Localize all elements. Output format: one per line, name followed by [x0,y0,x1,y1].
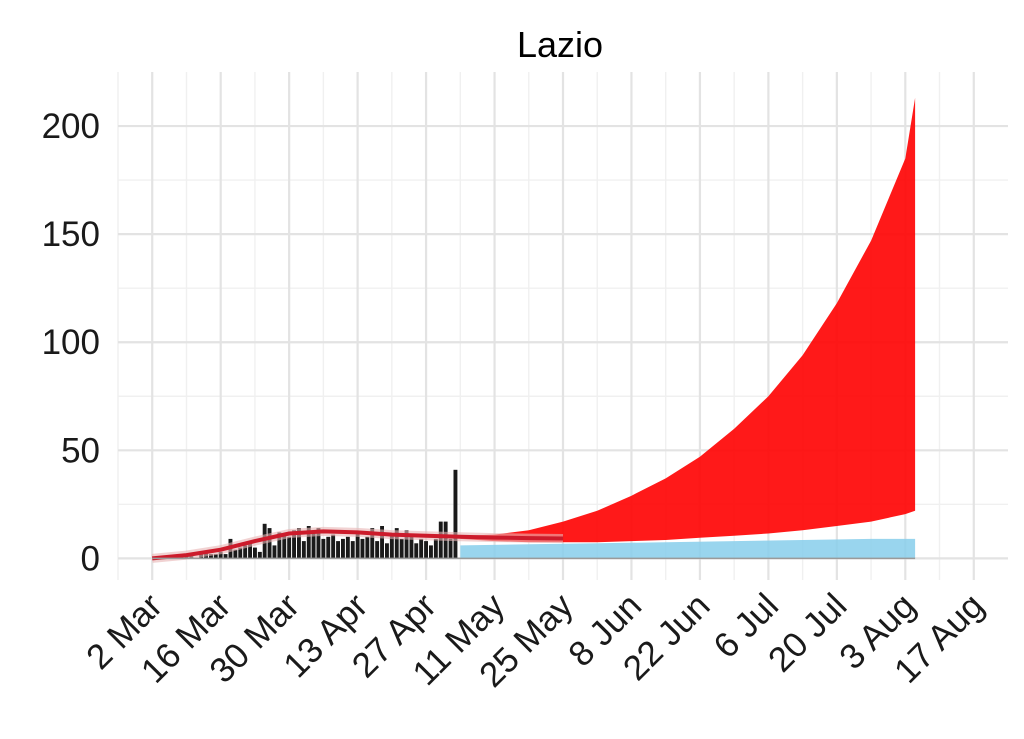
bar [243,545,248,559]
bar [277,532,282,559]
bar [321,538,326,559]
bar [257,551,262,559]
bar [355,532,360,559]
y-tick-label: 0 [81,539,100,578]
bar [345,536,350,559]
bar [297,528,301,559]
bar [306,526,311,559]
y-tick-label: 50 [61,431,100,470]
bar [370,528,375,559]
bar [267,528,272,559]
bar [287,536,292,559]
bar [272,545,277,559]
bar [433,538,438,559]
bar [409,536,414,559]
bar [341,538,345,559]
bar [380,526,384,559]
bar [448,538,453,559]
bar [253,547,257,559]
projection-band-lower [460,538,916,559]
plot-area [151,97,916,563]
bar [389,534,394,559]
bar [209,554,213,559]
bar [223,554,228,559]
bar [419,538,424,559]
bar [453,469,458,559]
projection-band-upper [460,97,916,543]
y-tick-label: 200 [42,107,100,146]
bar [248,543,252,559]
bar [336,541,340,559]
bar [360,538,365,559]
bar [429,545,433,559]
y-tick-label: 100 [42,323,100,362]
y-tick-label: 150 [42,215,100,254]
bar [311,532,316,559]
bar [350,541,355,559]
bar [326,536,331,559]
bar [316,528,321,559]
x-tick-label: 20 Jul [761,586,855,680]
bar [331,534,336,559]
bar [414,543,419,559]
bar [292,530,296,559]
bar [213,554,218,559]
bar [399,538,404,559]
bar [238,547,243,559]
bar [301,541,306,559]
bar [218,551,223,559]
bar [282,534,287,559]
fit-line [152,529,564,561]
bar [404,530,409,559]
bar [385,543,389,559]
bar [424,541,428,559]
bar [233,549,238,559]
bar [394,528,399,559]
chart-title: Lazio [517,24,603,65]
bar [365,536,370,559]
bar [375,541,380,559]
